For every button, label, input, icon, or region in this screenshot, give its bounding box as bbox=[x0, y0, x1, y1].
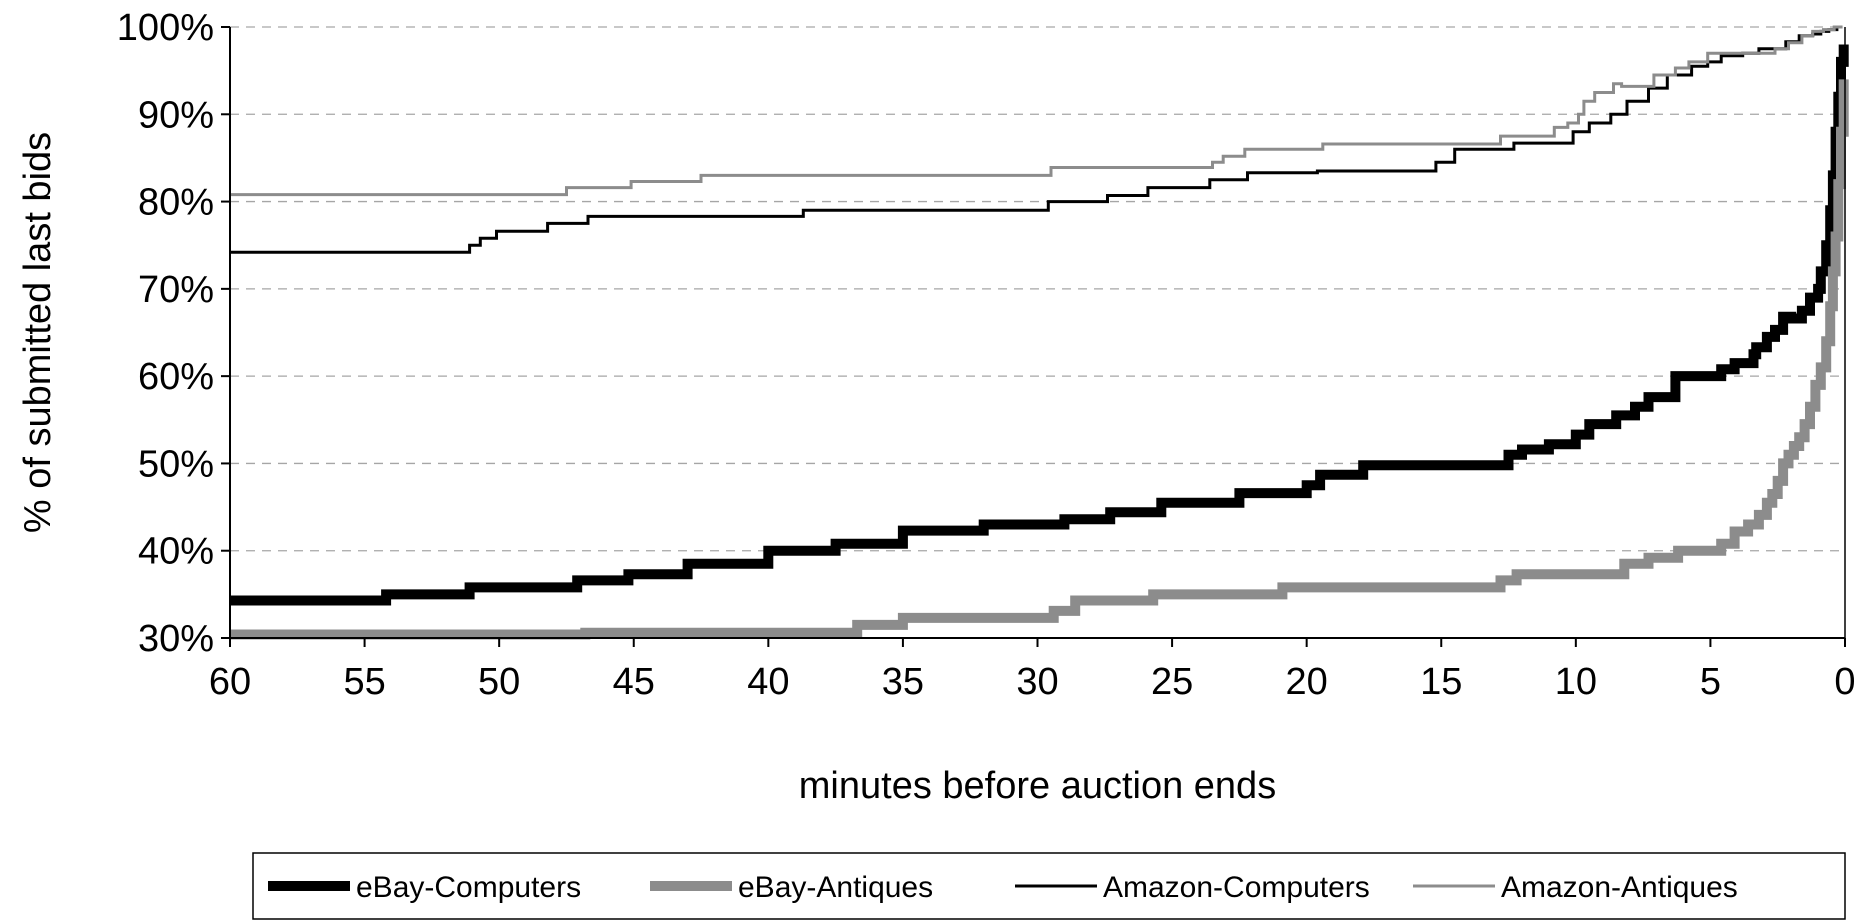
x-tick-label-50: 50 bbox=[478, 661, 520, 703]
x-tick-label-15: 15 bbox=[1420, 661, 1462, 703]
y-tick-label-90: 90% bbox=[138, 94, 214, 136]
x-tick-label-5: 5 bbox=[1700, 661, 1721, 703]
y-tick-label-40: 40% bbox=[138, 531, 214, 573]
y-tick-label-30: 30% bbox=[138, 618, 214, 660]
series-lines bbox=[230, 25, 1849, 640]
y-tick-label-80: 80% bbox=[138, 182, 214, 224]
x-tick-label-40: 40 bbox=[747, 661, 789, 703]
x-tick-label-45: 45 bbox=[613, 661, 655, 703]
legend: eBay-Computers eBay-Antiques Amazon-Comput… bbox=[252, 852, 1846, 920]
x-tick-label-60: 60 bbox=[209, 661, 251, 703]
x-tick-label-0: 0 bbox=[1834, 661, 1855, 703]
y-tick-label-60: 60% bbox=[138, 356, 214, 398]
y-tick-label-50: 50% bbox=[138, 443, 214, 485]
x-tick-labels: 60 55 50 45 40 35 30 25 20 15 10 5 0 bbox=[209, 661, 1856, 703]
series-line-ebay-computers bbox=[230, 44, 1849, 606]
x-tick-label-10: 10 bbox=[1555, 661, 1597, 703]
series-line-ebay-antiques bbox=[230, 79, 1849, 640]
x-tick-label-30: 30 bbox=[1016, 661, 1058, 703]
y-tick-labels: 30% 40% 50% 60% 70% 80% 90% 100% bbox=[117, 7, 214, 660]
x-tick-label-25: 25 bbox=[1151, 661, 1193, 703]
legend-label-ebay-computers: eBay-Computers bbox=[356, 871, 581, 904]
y-tick-label-100: 100% bbox=[117, 7, 214, 49]
legend-label-ebay-antiques: eBay-Antiques bbox=[738, 871, 933, 904]
legend-label-amazon-computers: Amazon-Computers bbox=[1103, 871, 1370, 904]
x-tick-label-55: 55 bbox=[343, 661, 385, 703]
series-line-amazon-antiques bbox=[230, 25, 1843, 197]
gridlines bbox=[230, 26, 1845, 552]
axes bbox=[221, 26, 1846, 647]
y-tick-label-70: 70% bbox=[138, 269, 214, 311]
x-axis-title: minutes before auction ends bbox=[799, 765, 1276, 807]
legend-label-amazon-antiques: Amazon-Antiques bbox=[1501, 871, 1738, 904]
x-tick-label-20: 20 bbox=[1286, 661, 1328, 703]
x-tick-label-35: 35 bbox=[882, 661, 924, 703]
y-axis-title: % of submitted last bids bbox=[17, 132, 59, 533]
